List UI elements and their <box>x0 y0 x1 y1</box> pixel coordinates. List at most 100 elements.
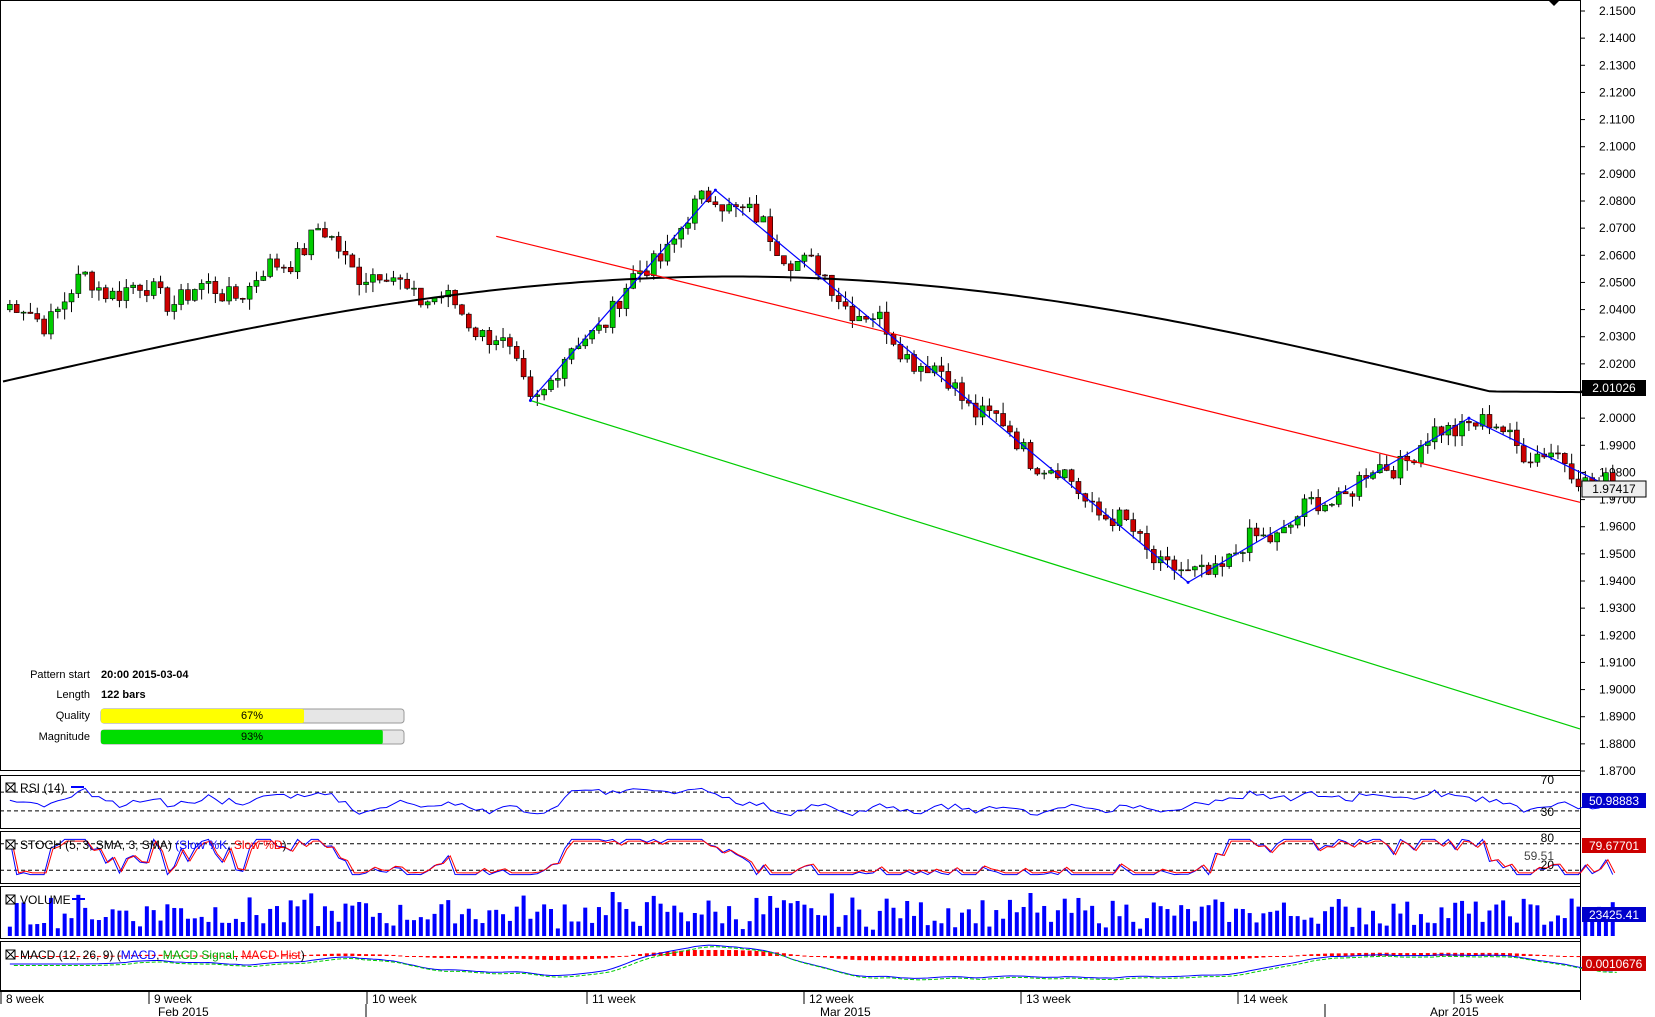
week-label: 8 week <box>6 992 45 1006</box>
macd-hist-bar <box>542 956 547 960</box>
macd-panel <box>0 941 1581 991</box>
price-tick-label: 2.0300 <box>1599 330 1636 344</box>
macd-hist-bar <box>1028 956 1033 961</box>
macd-hist-bar <box>1542 954 1547 956</box>
volume-bar <box>877 910 882 936</box>
volume-label: VOLUME <box>20 893 71 907</box>
macd-hist-bar <box>617 956 622 957</box>
volume-bar <box>377 912 382 936</box>
volume-bar <box>1275 910 1280 936</box>
volume-bar <box>1535 905 1540 936</box>
macd-hist-bar <box>891 956 896 961</box>
resistance-trendline <box>496 235 1581 503</box>
month-label: Apr 2015 <box>1430 1005 1479 1017</box>
volume-bar <box>316 926 321 936</box>
moving-average-line <box>2 275 1620 394</box>
macd-hist-bar <box>686 950 690 956</box>
candle <box>479 329 486 342</box>
macd-hist-bar <box>398 955 403 957</box>
support-trendline <box>530 399 1581 730</box>
candle <box>116 281 123 308</box>
price-tick-label: 2.1300 <box>1599 58 1636 72</box>
macd-hist-bar <box>501 956 506 959</box>
macd-hist-bar <box>364 954 369 956</box>
candle <box>27 302 34 314</box>
volume-bar <box>480 923 485 936</box>
macd-hist-bar <box>1275 956 1280 957</box>
candle <box>1315 489 1321 515</box>
macd-hist-bar <box>96 955 101 957</box>
macd-hist-bar <box>754 950 759 956</box>
candle <box>75 265 82 298</box>
volume-bar <box>713 911 718 936</box>
rsi-panel <box>0 775 1581 829</box>
macd-hist-bar <box>733 950 738 956</box>
macd-hist-bar <box>1117 956 1122 961</box>
candle <box>616 300 623 318</box>
candle <box>192 288 198 302</box>
week-label: 9 week <box>154 992 193 1006</box>
volume-bar <box>1117 916 1122 936</box>
macd-hist-bar <box>1076 956 1081 961</box>
volume-bar <box>1549 921 1554 936</box>
candle <box>781 255 787 266</box>
candle <box>1301 494 1308 527</box>
volume-bar <box>281 922 286 936</box>
candle <box>1548 443 1554 461</box>
pattern-start-value: 20:00 2015-03-04 <box>101 669 189 681</box>
candle <box>418 287 424 308</box>
candle <box>541 388 547 401</box>
volume-bar <box>28 924 33 936</box>
volume-bar <box>432 913 437 936</box>
volume-bar <box>90 919 95 936</box>
volume-bar <box>1138 928 1143 936</box>
macd-hist-bar <box>42 956 47 957</box>
macd-hist-bar <box>1555 955 1560 957</box>
candle <box>404 272 410 290</box>
volume-bar <box>631 921 636 936</box>
volume-bar <box>1316 923 1321 936</box>
volume-bar <box>220 922 225 936</box>
macd-hist-bar <box>1254 956 1259 958</box>
macd-hist-bar <box>1206 956 1211 960</box>
volume-bar <box>83 907 88 936</box>
stoch-d-line <box>11 840 1616 874</box>
candle <box>1383 455 1390 472</box>
volume-bar <box>1021 906 1026 936</box>
macd-hist-bar <box>980 956 985 961</box>
candle <box>1027 439 1034 471</box>
volume-bar <box>357 902 362 936</box>
macd-hist-bar <box>1460 952 1465 956</box>
macd-hist-bar <box>391 954 396 956</box>
volume-bar <box>1412 924 1417 936</box>
macd-hist-bar <box>877 956 882 961</box>
candle <box>1431 418 1438 450</box>
candle <box>89 270 95 299</box>
candle <box>246 282 253 310</box>
volume-bar <box>1569 898 1574 936</box>
scroll-marker-icon[interactable] <box>1548 0 1560 6</box>
candle <box>1144 525 1150 559</box>
candle <box>1034 466 1041 476</box>
candle <box>260 270 267 282</box>
price-tick-label: 2.1000 <box>1599 140 1636 154</box>
volume-bar <box>966 909 971 936</box>
macd-hist-bar <box>932 956 937 961</box>
quality-bar-fill <box>101 709 305 723</box>
macd-hist-bar <box>521 956 526 959</box>
macd-hist-bar <box>1035 956 1040 961</box>
candle <box>685 216 691 235</box>
macd-hist-bar <box>1412 953 1417 956</box>
volume-bar <box>254 915 259 936</box>
volume-bar <box>329 910 334 936</box>
macd-hist-bar <box>1103 956 1108 961</box>
volume-bar <box>1199 906 1204 936</box>
candle <box>671 234 678 253</box>
macd-hist-bar <box>507 956 512 959</box>
macd-hist-bar <box>1021 956 1026 961</box>
macd-hist-bar <box>727 950 732 956</box>
candle <box>226 276 232 305</box>
candle <box>253 271 260 293</box>
volume-bar <box>1439 907 1444 936</box>
volume-bar <box>665 911 670 936</box>
